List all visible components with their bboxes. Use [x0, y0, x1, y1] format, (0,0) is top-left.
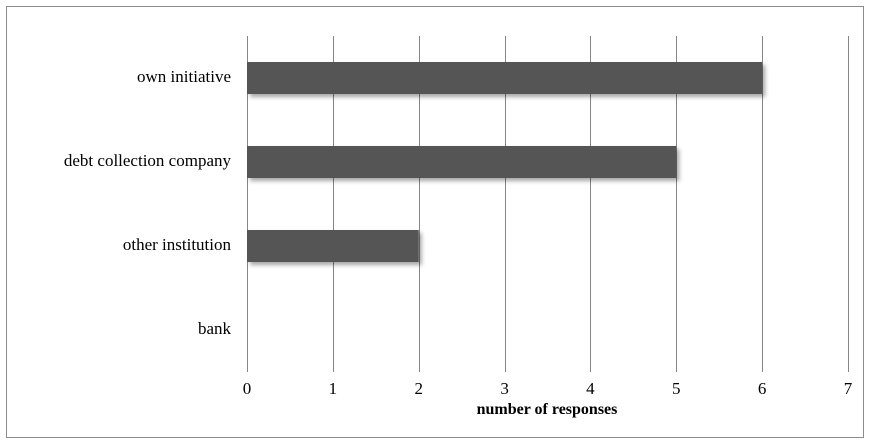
x-tick-label: 3	[500, 379, 509, 398]
category-labels: own initiative debt collection company oth…	[64, 67, 232, 338]
x-tick-label: 4	[586, 379, 595, 398]
x-tick-label: 2	[414, 379, 423, 398]
bar-debt-collection-company	[247, 146, 677, 178]
category-label: other institution	[123, 235, 232, 254]
x-tick-labels: 0 1 2 3 4 5 6 7	[243, 379, 853, 398]
bars	[247, 62, 763, 262]
bar-other-institution	[247, 230, 419, 262]
x-tick-label: 0	[243, 379, 252, 398]
x-axis-title: number of responses	[477, 401, 618, 418]
category-label: debt collection company	[64, 151, 232, 170]
bar-own-initiative	[247, 62, 763, 94]
category-label: bank	[198, 319, 232, 338]
x-tick-label: 1	[329, 379, 338, 398]
x-tick-label: 5	[672, 379, 681, 398]
x-tick-label: 7	[844, 379, 853, 398]
category-label: own initiative	[137, 67, 231, 86]
x-tick-label: 6	[758, 379, 767, 398]
